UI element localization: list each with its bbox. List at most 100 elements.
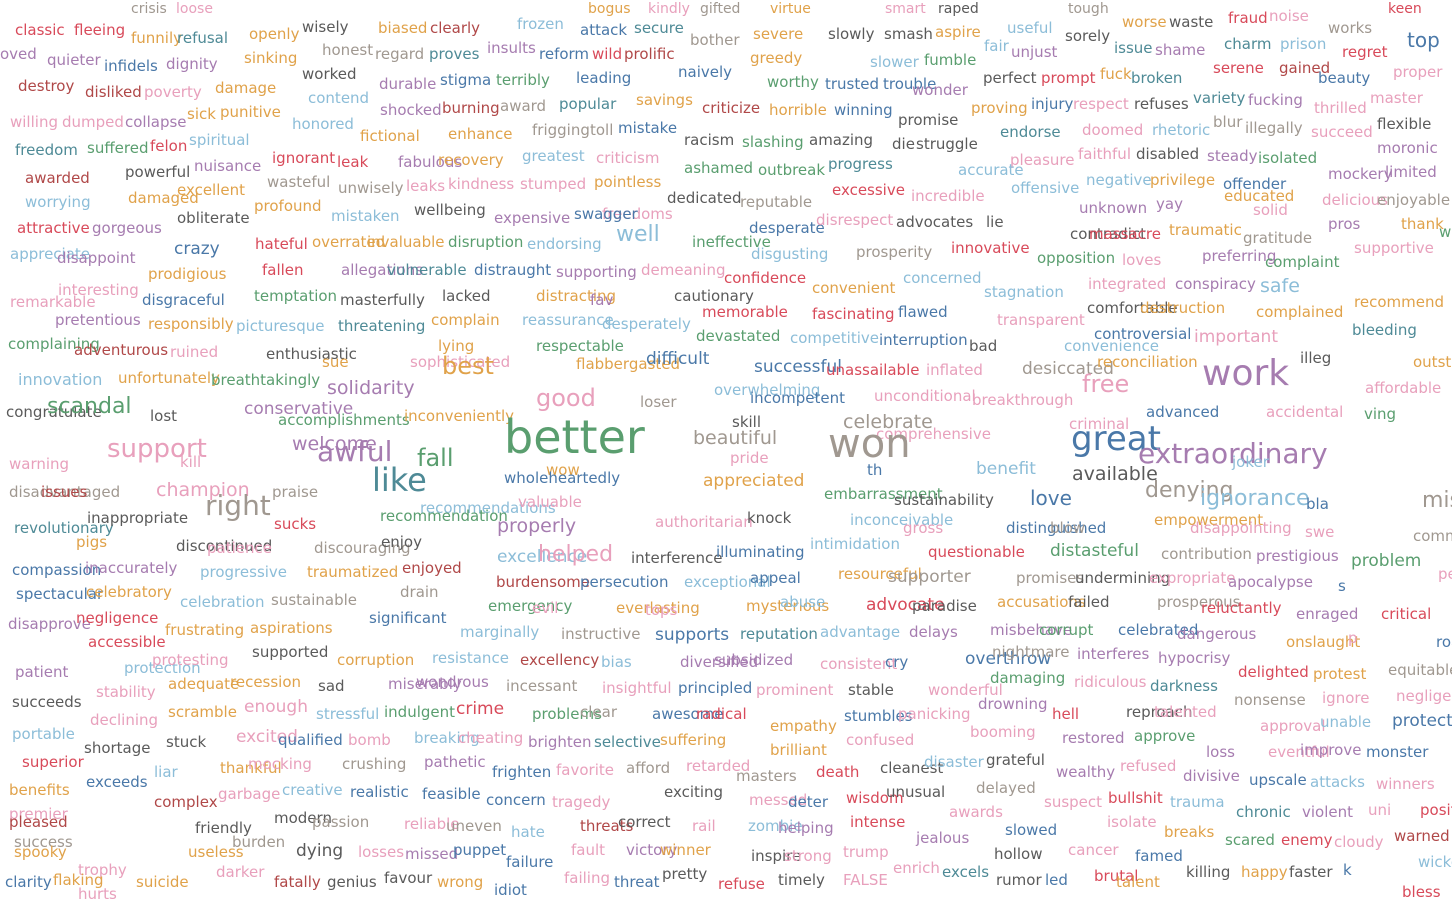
cloud-word: successful bbox=[754, 357, 842, 377]
cloud-word: kill bbox=[180, 453, 202, 471]
cloud-word: scandal bbox=[47, 394, 132, 419]
cloud-word: limited bbox=[1385, 163, 1437, 181]
cloud-word: nonsense bbox=[1234, 691, 1306, 709]
cloud-word: stable bbox=[848, 681, 894, 699]
cloud-word: yay bbox=[1156, 195, 1183, 213]
cloud-word: fav bbox=[590, 291, 614, 309]
cloud-word: trump bbox=[843, 843, 889, 861]
cloud-word: p bbox=[1348, 629, 1358, 647]
cloud-word: discontinued bbox=[176, 537, 273, 555]
cloud-word: progressive bbox=[200, 563, 288, 581]
cloud-word: proves bbox=[429, 45, 480, 63]
cloud-word: masterfully bbox=[340, 291, 425, 309]
cloud-word: miss bbox=[1422, 488, 1452, 513]
cloud-word: congratulate bbox=[6, 403, 102, 421]
cloud-word: respect bbox=[1073, 95, 1129, 113]
cloud-word: love bbox=[1030, 486, 1072, 510]
cloud-word: complained bbox=[1256, 303, 1344, 321]
cloud-word: patience bbox=[207, 539, 272, 557]
cloud-word: preferring bbox=[1202, 247, 1277, 265]
cloud-word: complain bbox=[431, 311, 500, 329]
cloud-word: pointless bbox=[594, 173, 662, 191]
cloud-word: resistance bbox=[432, 649, 509, 667]
cloud-word: questionable bbox=[928, 543, 1025, 561]
cloud-word: drowning bbox=[978, 695, 1048, 713]
cloud-word: s bbox=[1338, 577, 1346, 595]
cloud-word: fallen bbox=[262, 261, 304, 279]
cloud-word: opposition bbox=[1037, 249, 1116, 267]
cloud-word: reconciliation bbox=[1097, 353, 1198, 371]
cloud-word: memorable bbox=[702, 303, 788, 321]
cloud-word: insightful bbox=[602, 679, 672, 697]
cloud-word: adventurous bbox=[74, 341, 169, 359]
cloud-word: attack bbox=[580, 21, 628, 39]
cloud-word: everlasting bbox=[616, 599, 700, 617]
cloud-word: succeeds bbox=[12, 693, 82, 711]
cloud-word: enjoyable bbox=[1377, 191, 1451, 209]
cloud-word: bless bbox=[1402, 883, 1441, 901]
cloud-word: enthusiastic bbox=[266, 345, 357, 363]
cloud-word: spooky bbox=[14, 843, 67, 861]
cloud-word: felon bbox=[150, 137, 188, 155]
cloud-word: concern bbox=[486, 791, 546, 809]
cloud-word: recovery bbox=[438, 151, 504, 169]
cloud-word: panicking bbox=[898, 705, 971, 723]
cloud-word: rail bbox=[692, 817, 716, 835]
cloud-word: equitable bbox=[1388, 661, 1452, 679]
cloud-word: wellbeing bbox=[414, 201, 486, 219]
cloud-word: protect bbox=[1392, 711, 1452, 731]
cloud-word: illuminating bbox=[716, 543, 805, 561]
cloud-word: hollow bbox=[994, 845, 1043, 863]
cloud-word: supported bbox=[252, 643, 329, 661]
cloud-word: great bbox=[1071, 419, 1161, 459]
cloud-word: strong bbox=[784, 847, 832, 865]
cloud-word: clearly bbox=[430, 19, 481, 37]
cloud-word: savings bbox=[636, 91, 693, 109]
cloud-word: affordable bbox=[1365, 379, 1442, 397]
cloud-word: failing bbox=[564, 869, 611, 887]
cloud-word: confused bbox=[846, 731, 915, 749]
cloud-word: better bbox=[504, 410, 645, 464]
cloud-word: lying bbox=[438, 337, 475, 355]
cloud-word: tops bbox=[645, 601, 678, 619]
cloud-word: illegally bbox=[1245, 119, 1303, 137]
cloud-word: problems bbox=[532, 705, 602, 723]
cloud-word: talented bbox=[1154, 703, 1217, 721]
cloud-word: sue bbox=[322, 353, 349, 371]
cloud-word: integrated bbox=[1088, 275, 1167, 293]
cloud-word: interruption bbox=[879, 331, 968, 349]
cloud-word: virtue bbox=[770, 1, 811, 17]
cloud-word: selective bbox=[594, 733, 661, 751]
cloud-word: damaged bbox=[128, 189, 199, 207]
cloud-word: eventful bbox=[1268, 743, 1330, 761]
cloud-word: pigs bbox=[76, 533, 108, 551]
cloud-word: fascinating bbox=[812, 305, 895, 323]
cloud-word: positive bbox=[1420, 801, 1452, 819]
cloud-word: stigma bbox=[440, 71, 492, 89]
cloud-word: suffering bbox=[660, 731, 727, 749]
cloud-word: aspirations bbox=[250, 619, 333, 637]
cloud-word: disliked bbox=[85, 83, 142, 101]
cloud-word: zombie bbox=[748, 817, 803, 835]
cloud-word: restored bbox=[1062, 729, 1125, 747]
cloud-word: disrespect bbox=[816, 211, 894, 229]
cloud-word: classic bbox=[15, 21, 65, 39]
cloud-word: flexible bbox=[1377, 115, 1432, 133]
cloud-word: bother bbox=[690, 31, 740, 49]
cloud-word: outstanding bbox=[1413, 353, 1452, 371]
cloud-word: prestigious bbox=[1256, 547, 1339, 565]
cloud-word: breaking bbox=[414, 729, 480, 747]
cloud-word: inconceivable bbox=[850, 511, 954, 529]
cloud-word: wonder bbox=[912, 81, 968, 99]
cloud-word: gorgeous bbox=[92, 219, 162, 237]
cloud-word: bullshit bbox=[1108, 789, 1163, 807]
cloud-word: cancer bbox=[1068, 841, 1119, 859]
cloud-word: frozen bbox=[517, 15, 564, 33]
cloud-word: patient bbox=[15, 663, 69, 681]
cloud-word: happy bbox=[1241, 863, 1288, 881]
cloud-word: invaluable bbox=[367, 233, 445, 251]
cloud-word: praise bbox=[272, 483, 319, 501]
cloud-word: disappoint bbox=[57, 249, 136, 267]
cloud-word: criminal bbox=[1069, 415, 1130, 433]
cloud-word: burdensome bbox=[496, 573, 591, 591]
